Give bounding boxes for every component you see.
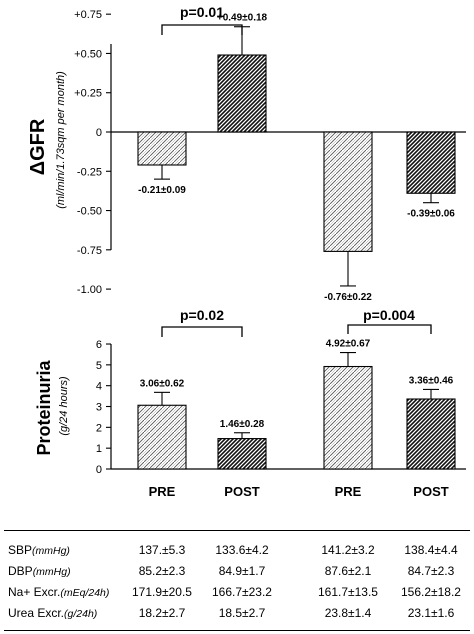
x-label-post-left: POST: [224, 484, 259, 499]
gfr-left-value-label: +0.49±0.18: [217, 13, 268, 24]
gfr-y-tick-label: -0.50: [77, 206, 102, 218]
cell: 87.6±2.1: [324, 564, 372, 578]
gfr-y-tick-label: -1.00: [77, 284, 102, 296]
cell: 133.6±4.2: [215, 543, 269, 557]
proteinuria-y-title: Proteinuria: [34, 360, 54, 456]
cell: 84.7±2.3: [407, 564, 455, 578]
proteinuria-left-bar-pre: [137, 404, 187, 470]
proteinuria-p-value-left: p=0.02: [180, 307, 224, 323]
gfr-y-tick-label: +0.25: [74, 88, 102, 100]
proteinuria-y-tick-label: 6: [96, 339, 102, 351]
cell: 23.1±1.6: [407, 606, 455, 620]
cell: 141.2±3.2: [321, 543, 375, 557]
gfr-right-value-label: -0.39±0.06: [407, 209, 455, 220]
cell: 166.7±23.2: [212, 585, 272, 599]
proteinuria-p-value-right: p=0.004: [363, 307, 415, 323]
proteinuria-right-value-label: 3.36±0.46: [409, 375, 454, 386]
gfr-left-bar-pre: [137, 131, 187, 166]
proteinuria-y-tick-label: 1: [96, 443, 102, 455]
cell: 137.±5.3: [138, 543, 186, 557]
cell: 23.8±1.4: [324, 606, 372, 620]
table-row-urea-excretion: Urea Excr.(g/24h) 18.2±2.7 18.5±2.7 23.8…: [0, 606, 474, 626]
cell: 138.4±4.4: [404, 543, 458, 557]
gfr-y-tick-label: -0.25: [77, 166, 102, 178]
row-label: Urea Excr.(g/24h): [8, 606, 98, 620]
proteinuria-y-tick-label: 2: [96, 422, 102, 434]
proteinuria-y-tick-label: 5: [96, 360, 102, 372]
x-label-pre-left: PRE: [149, 484, 176, 499]
proteinuria-left-bar-post: [217, 438, 267, 470]
cell: 84.9±1.7: [218, 564, 266, 578]
row-label: Na+ Excr.(mEq/24h): [8, 585, 110, 599]
proteinuria-significance-bracket-left: p=0.02: [161, 307, 243, 337]
table-bottom-rule: [4, 630, 470, 631]
proteinuria-left-value-label: 3.06±0.62: [140, 378, 185, 389]
proteinuria-y-unit: (g/24 hours): [58, 376, 70, 436]
gfr-left-bar-post: [217, 54, 267, 133]
gfr-y-tick-label: -0.75: [77, 245, 102, 257]
gfr-y-tick-label: +0.50: [74, 48, 102, 60]
gfr-left-value-label: -0.21±0.09: [138, 185, 186, 196]
proteinuria-left-value-label: 1.46±0.28: [220, 419, 265, 430]
cell: 18.2±2.7: [138, 606, 186, 620]
x-label-pre-right: PRE: [335, 484, 362, 499]
hemodynamics-table: SBP(mmHg) 137.±5.3 133.6±4.2 141.2±3.2 1…: [0, 530, 474, 634]
proteinuria-significance-bracket-right: p=0.004: [347, 307, 432, 334]
row-label: DBP(mmHg): [8, 564, 71, 578]
proteinuria-y-tick-label: 3: [96, 402, 102, 414]
gfr-y-unit: (ml/min/1.73sqm per month): [55, 71, 67, 209]
cell: 171.9±20.5: [132, 585, 192, 599]
gfr-right-bar-pre: [323, 131, 373, 252]
gfr-y-tick-label: +0.75: [74, 9, 102, 21]
gfr-y-title: ΔGFR: [27, 118, 49, 175]
gfr-right-bar-post: [406, 131, 456, 194]
row-label: SBP(mmHg): [8, 543, 70, 557]
figure: +0.75 +0.50 +0.25 0 -0.25 -0.50 -0.75 -1.00 ΔGF…: [27, 4, 466, 499]
table-row-sbp: SBP(mmHg) 137.±5.3 133.6±4.2 141.2±3.2 1…: [0, 543, 474, 563]
cell: 18.5±2.7: [218, 606, 266, 620]
gfr-y-tick-label: 0: [96, 127, 102, 139]
table-row-dbp: DBP(mmHg) 85.2±2.3 84.9±1.7 87.6±2.1 84.…: [0, 564, 474, 584]
proteinuria-right-bar-post: [406, 398, 456, 470]
table-top-rule: [4, 530, 470, 531]
table-row-na-excretion: Na+ Excr.(mEq/24h) 171.9±20.5 166.7±23.2…: [0, 585, 474, 605]
cell: 85.2±2.3: [138, 564, 186, 578]
proteinuria-y-tick-label: 0: [96, 464, 102, 476]
gfr-p-value: p=0.01: [180, 4, 224, 20]
cell: 161.7±13.5: [318, 585, 378, 599]
gfr-significance-bracket: p=0.01: [161, 4, 243, 35]
proteinuria-y-tick-label: 4: [96, 381, 102, 393]
x-label-post-right: POST: [413, 484, 448, 499]
gfr-right-value-label: -0.76±0.22: [324, 292, 372, 303]
proteinuria-right-value-label: 4.92±0.67: [326, 339, 371, 350]
proteinuria-right-bar-pre: [323, 365, 373, 470]
cell: 156.2±18.2: [401, 585, 461, 599]
